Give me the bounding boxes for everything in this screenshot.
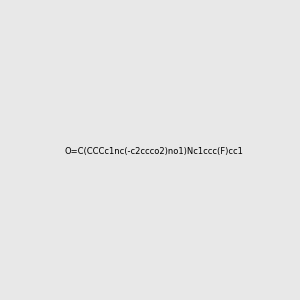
Text: O=C(CCCc1nc(-c2ccco2)no1)Nc1ccc(F)cc1: O=C(CCCc1nc(-c2ccco2)no1)Nc1ccc(F)cc1 <box>64 147 243 156</box>
